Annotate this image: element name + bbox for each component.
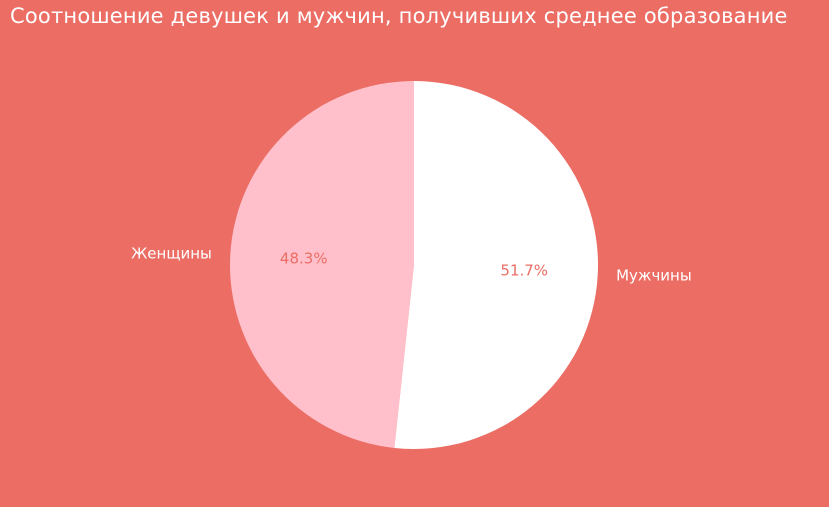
category-label-1: Мужчины: [616, 266, 692, 285]
pie-slice-0: [230, 81, 414, 448]
chart-title: Соотношение девушек и мужчин, получивших…: [10, 4, 788, 28]
pie-slices-group: [230, 81, 599, 449]
category-label-0: Женщины: [131, 244, 212, 263]
pct-label-1: 51.7%: [500, 261, 549, 280]
pie-slice-1: [394, 81, 599, 449]
pct-label-0: 48.3%: [279, 249, 328, 268]
